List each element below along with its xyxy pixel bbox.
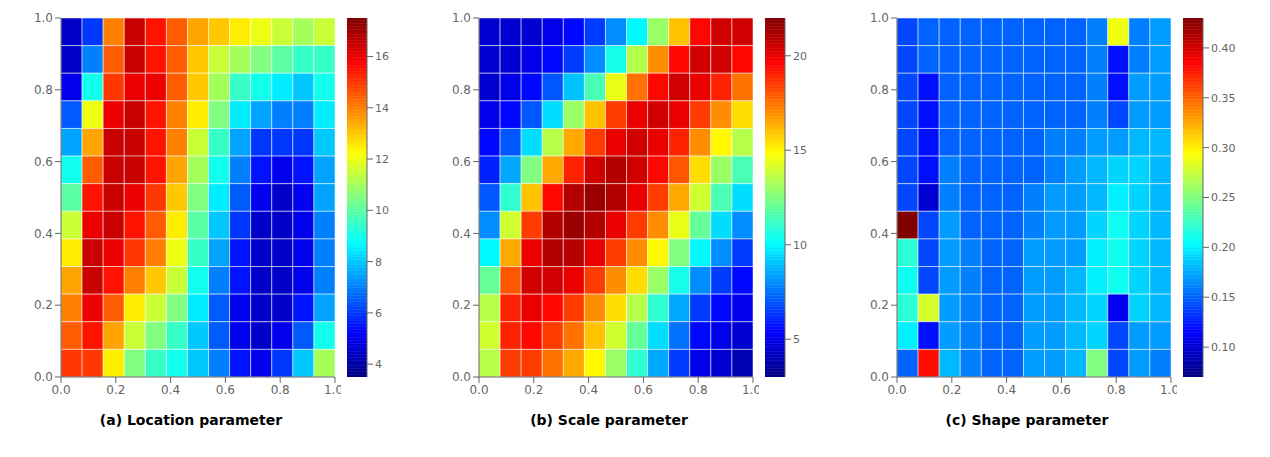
- svg-text:0.6: 0.6: [634, 383, 653, 397]
- svg-text:14: 14: [375, 102, 389, 115]
- svg-text:0.20: 0.20: [1211, 241, 1236, 254]
- svg-text:4: 4: [375, 358, 382, 371]
- svg-text:10: 10: [375, 204, 389, 217]
- svg-text:6: 6: [375, 307, 382, 320]
- svg-text:0.6: 0.6: [452, 155, 471, 169]
- svg-text:0.25: 0.25: [1211, 191, 1236, 204]
- html-text:(b) Scale parameter: (b) Scale parameter: [530, 412, 688, 428]
- svg-text:5: 5: [793, 333, 800, 346]
- svg-text:1.0: 1.0: [1160, 383, 1177, 397]
- svg-text:1.0: 1.0: [452, 11, 471, 25]
- svg-text:0.4: 0.4: [452, 227, 471, 241]
- svg-text:0.6: 0.6: [1052, 383, 1071, 397]
- svg-text:0.2: 0.2: [106, 383, 125, 397]
- svg-text:0.8: 0.8: [870, 83, 889, 97]
- svg-text:0.4: 0.4: [997, 383, 1016, 397]
- svg-text:0.0: 0.0: [452, 370, 471, 384]
- svg-text:0.2: 0.2: [870, 298, 889, 312]
- svg-text:0.35: 0.35: [1211, 92, 1236, 105]
- svg-text:0.8: 0.8: [271, 383, 290, 397]
- svg-text:0.8: 0.8: [34, 83, 53, 97]
- svg-text:0.6: 0.6: [216, 383, 235, 397]
- svg-text:0.30: 0.30: [1211, 142, 1236, 155]
- svg-text:0.2: 0.2: [34, 298, 53, 312]
- html-text:(c) Shape parameter: (c) Shape parameter: [945, 412, 1109, 428]
- svg-text:0.10: 0.10: [1211, 341, 1236, 354]
- svg-text:0.6: 0.6: [34, 155, 53, 169]
- svg-text:10: 10: [793, 239, 807, 252]
- svg-text:0.0: 0.0: [51, 383, 70, 397]
- svg-text:1.0: 1.0: [870, 11, 889, 25]
- svg-text:1.0: 1.0: [324, 383, 341, 397]
- svg-text:1.0: 1.0: [742, 383, 759, 397]
- svg-text:0.0: 0.0: [870, 370, 889, 384]
- svg-text:0.4: 0.4: [34, 227, 53, 241]
- svg-text:0.4: 0.4: [870, 227, 889, 241]
- svg-text:0.8: 0.8: [689, 383, 708, 397]
- svg-text:0.40: 0.40: [1211, 42, 1236, 55]
- svg-text:0.4: 0.4: [579, 383, 598, 397]
- svg-text:0.4: 0.4: [161, 383, 180, 397]
- svg-text:0.2: 0.2: [942, 383, 961, 397]
- svg-text:0.2: 0.2: [524, 383, 543, 397]
- svg-text:1.0: 1.0: [34, 11, 53, 25]
- svg-text:16: 16: [375, 50, 389, 63]
- svg-text:0.0: 0.0: [887, 383, 906, 397]
- svg-text:0.0: 0.0: [469, 383, 488, 397]
- svg-text:0.8: 0.8: [452, 83, 471, 97]
- svg-text:0.8: 0.8: [1107, 383, 1126, 397]
- svg-text:12: 12: [375, 153, 389, 166]
- svg-text:0.15: 0.15: [1211, 291, 1236, 304]
- svg-text:0.6: 0.6: [870, 155, 889, 169]
- svg-text:0.2: 0.2: [452, 298, 471, 312]
- svg-text:15: 15: [793, 144, 807, 157]
- svg-text:8: 8: [375, 256, 382, 269]
- svg-text:20: 20: [793, 50, 807, 63]
- svg-text:0.0: 0.0: [34, 370, 53, 384]
- html-text:(a) Location parameter: (a) Location parameter: [99, 412, 283, 428]
